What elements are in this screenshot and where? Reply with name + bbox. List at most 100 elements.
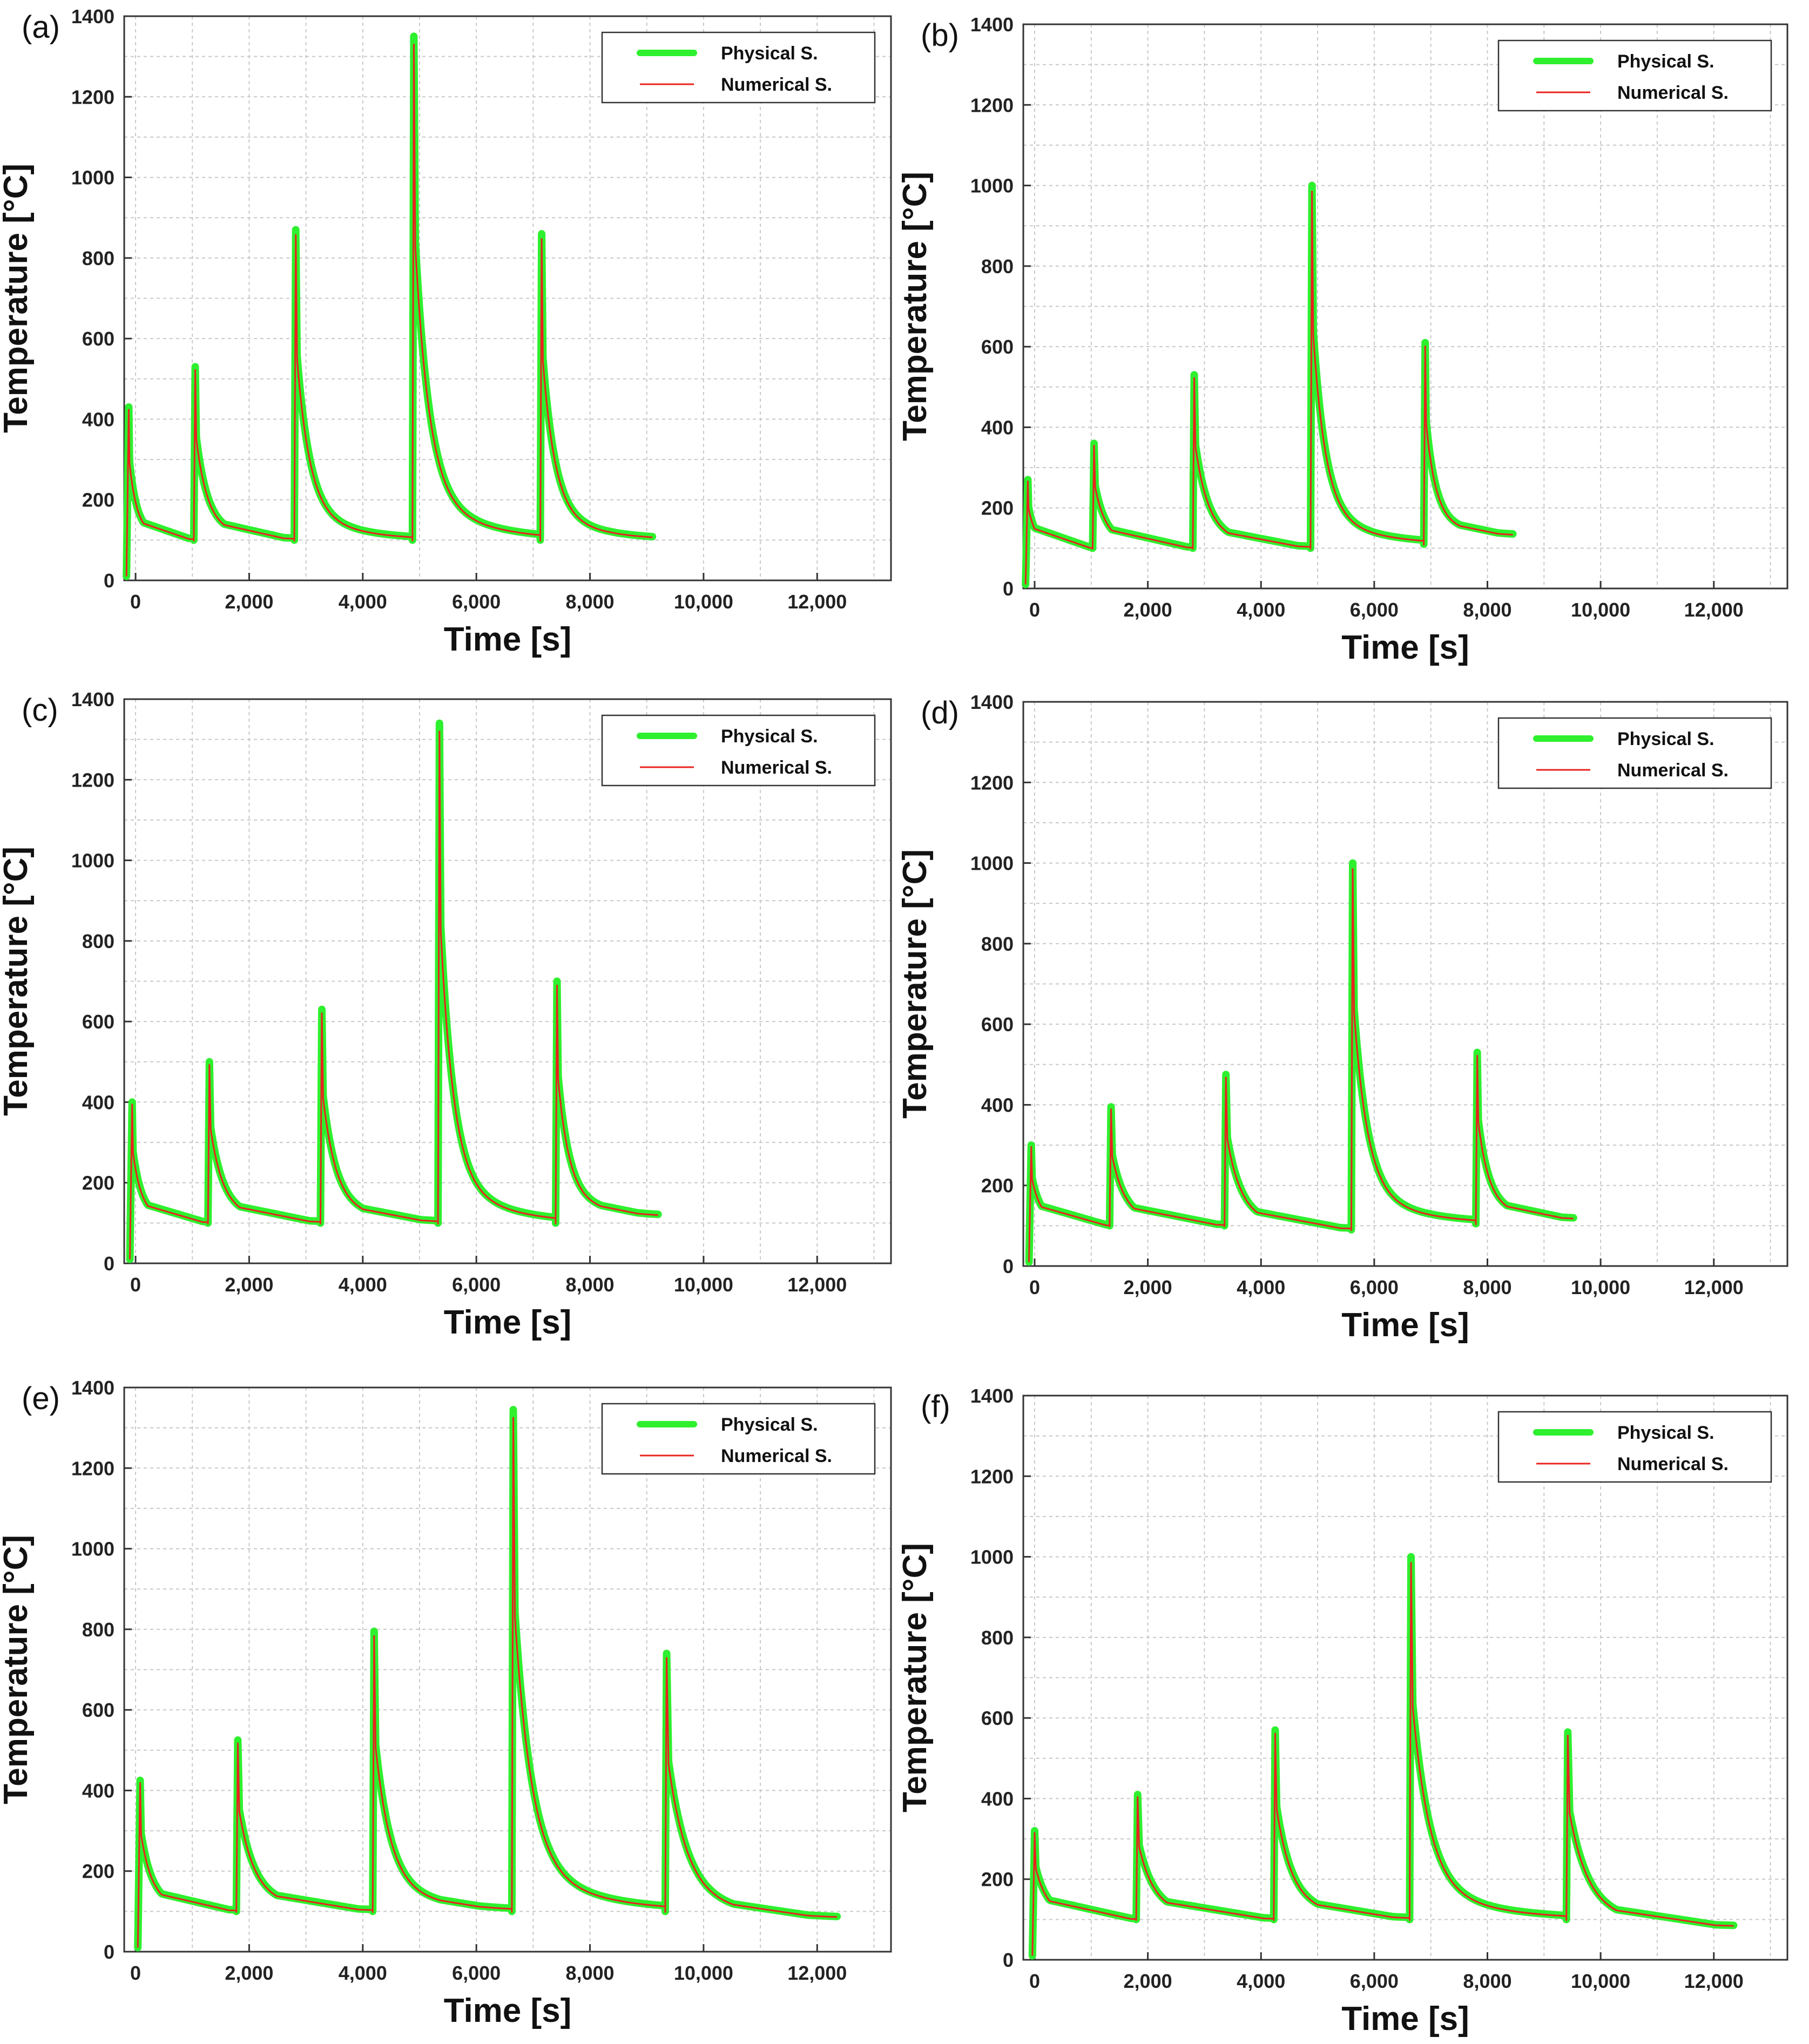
x-tick-label: 6,000 [452, 1962, 501, 1984]
y-tick-label: 400 [82, 1779, 114, 1802]
y-tick-label: 1200 [71, 769, 114, 791]
physical-series-line [134, 1406, 841, 1952]
y-tick-label: 200 [981, 497, 1014, 519]
legend-numerical-label: Numerical S. [721, 757, 832, 778]
legend-box [601, 714, 876, 787]
y-tick-label: 1400 [71, 688, 114, 710]
x-tick-label: 12,000 [787, 1274, 847, 1296]
x-tick-label: 4,000 [339, 591, 387, 613]
y-tick-label: 200 [82, 1860, 114, 1883]
x-axis-title: Time [s] [1341, 1307, 1469, 1344]
x-tick-label: 4,000 [1237, 1970, 1285, 1992]
numerical-series-line [1031, 1562, 1734, 1956]
y-tick-label: 1200 [71, 1457, 114, 1479]
legend-numerical-label: Numerical S. [721, 75, 832, 95]
y-tick-label: 400 [981, 1788, 1014, 1810]
x-tick-label: 12,000 [787, 1962, 847, 1984]
chart-panel: 0 2,000 4,000 6,000 8,000 10,000 12,000 0 200 400… [896, 1385, 1788, 2038]
y-tick-label: 800 [981, 933, 1014, 955]
y-tick-label: 0 [104, 570, 114, 592]
physical-series-line [1028, 1553, 1738, 1960]
panel-label: (b) [921, 18, 959, 53]
x-tick-label: 10,000 [674, 1962, 733, 1984]
physical-series-line [1022, 181, 1517, 588]
x-tick-label: 6,000 [1350, 1276, 1399, 1298]
panel-label: (e) [22, 1381, 60, 1416]
y-tick-label: 200 [981, 1175, 1014, 1197]
legend-numerical-label: Numerical S. [1617, 760, 1729, 781]
plot-frame [1022, 1395, 1788, 1961]
legend-physical-label: Physical S. [1617, 51, 1714, 72]
y-tick-label: 400 [82, 1091, 114, 1113]
physical-series-line [123, 32, 657, 580]
y-tick-label: 600 [82, 328, 114, 350]
y-tick-label: 0 [1003, 1949, 1014, 1971]
y-tick-label: 1200 [970, 771, 1014, 794]
x-tick-label: 2,000 [1124, 1276, 1172, 1298]
y-tick-label: 1200 [970, 94, 1014, 116]
y-tick-label: 1000 [970, 175, 1014, 197]
y-tick-label: 800 [981, 1627, 1014, 1649]
y-axis-title: Temperature [°C] [896, 849, 934, 1119]
numerical-series-line [129, 730, 658, 1260]
chart-panel: 0 2,000 4,000 6,000 8,000 10,000 12,000 0 200 400… [0, 1377, 892, 2029]
plot-frame [123, 1386, 892, 1953]
x-tick-label: 2,000 [225, 591, 273, 613]
chart-panel: 0 2,000 4,000 6,000 8,000 10,000 12,000 0 200 400… [896, 691, 1788, 1344]
x-tick-label: 10,000 [674, 591, 733, 613]
x-tick-label: 8,000 [1463, 1970, 1511, 1992]
x-tick-label: 6,000 [1350, 1970, 1399, 1992]
x-tick-label: 4,000 [339, 1962, 387, 1984]
x-tick-label: 6,000 [452, 591, 501, 613]
x-tick-label: 2,000 [225, 1274, 273, 1296]
x-tick-label: 10,000 [1571, 599, 1630, 621]
legend-physical-label: Physical S. [721, 1414, 818, 1435]
legend-box [601, 31, 876, 104]
y-tick-label: 600 [82, 1699, 114, 1721]
y-tick-label: 1000 [71, 850, 114, 872]
y-tick-label: 800 [82, 1619, 114, 1641]
y-tick-label: 800 [981, 255, 1014, 278]
x-tick-label: 4,000 [339, 1274, 387, 1296]
y-tick-label: 400 [981, 1094, 1014, 1116]
x-tick-label: 0 [130, 1274, 141, 1296]
y-tick-label: 1200 [71, 86, 114, 108]
legend-physical-label: Physical S. [1617, 1423, 1714, 1443]
x-tick-label: 6,000 [452, 1274, 501, 1296]
y-tick-label: 200 [82, 489, 114, 511]
panel-label: (a) [22, 10, 60, 45]
x-tick-label: 8,000 [1463, 599, 1511, 621]
x-tick-label: 0 [1029, 1970, 1040, 1992]
y-tick-label: 600 [82, 1011, 114, 1033]
legend-numerical-label: Numerical S. [1617, 83, 1729, 103]
x-tick-label: 10,000 [1571, 1970, 1630, 1992]
panel-label: (d) [921, 695, 959, 730]
x-tick-label: 10,000 [674, 1274, 733, 1296]
legend-box [1497, 39, 1772, 112]
x-tick-label: 8,000 [565, 1274, 614, 1296]
x-axis-title: Time [s] [1341, 629, 1469, 666]
y-tick-label: 800 [82, 247, 114, 269]
y-tick-label: 400 [981, 416, 1014, 438]
y-axis-title: Temperature [°C] [0, 1535, 35, 1804]
plot-frame [1022, 701, 1788, 1267]
legend-numerical-label: Numerical S. [721, 1446, 832, 1466]
x-tick-label: 2,000 [1124, 1970, 1172, 1992]
y-tick-label: 1000 [71, 1538, 114, 1560]
x-axis-title: Time [s] [444, 1992, 572, 2029]
x-tick-label: 4,000 [1237, 599, 1285, 621]
y-tick-label: 400 [82, 408, 114, 430]
x-tick-label: 12,000 [787, 591, 847, 613]
x-tick-label: 0 [1029, 599, 1040, 621]
legend-physical-label: Physical S. [1617, 729, 1714, 749]
x-tick-label: 12,000 [1684, 1276, 1744, 1298]
y-axis-title: Temperature [°C] [896, 1543, 934, 1812]
y-tick-label: 1400 [970, 1385, 1014, 1407]
x-axis-title: Time [s] [444, 1304, 572, 1341]
chart-panel: 0 2,000 4,000 6,000 8,000 10,000 12,000 0 200 400… [0, 688, 892, 1341]
x-tick-label: 12,000 [1684, 1970, 1744, 1992]
x-tick-label: 8,000 [1463, 1276, 1511, 1298]
y-tick-label: 1400 [970, 691, 1014, 713]
y-tick-label: 600 [981, 1707, 1014, 1729]
legend-physical-label: Physical S. [721, 43, 818, 64]
